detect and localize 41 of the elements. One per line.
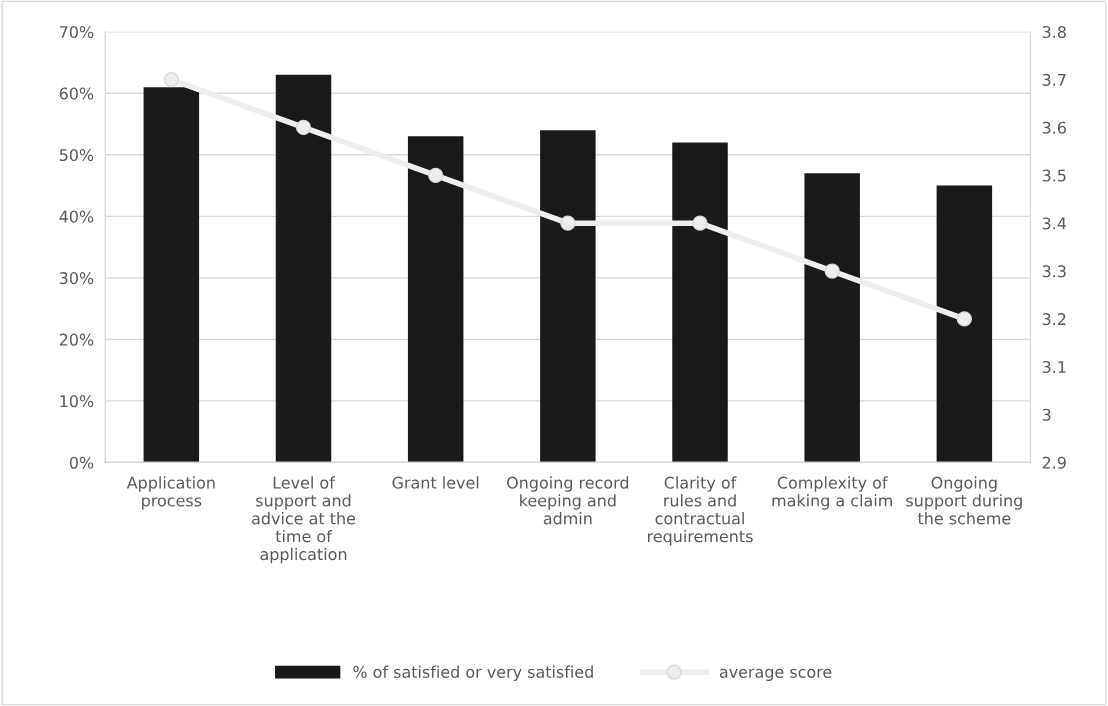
y2-tick-label: 2.9 [1042, 456, 1066, 469]
point [295, 119, 312, 136]
point [560, 215, 576, 231]
point [163, 71, 179, 88]
y2-tick-label: 3 [1042, 408, 1051, 421]
bar [672, 142, 728, 463]
y-tick-label: 10% [60, 395, 94, 408]
y-tick-label: 40% [59, 210, 94, 223]
y-tick-label: 60% [59, 87, 94, 100]
x-tick-label: Level of support and advice at the time of application [252, 476, 356, 564]
bar [936, 185, 993, 463]
bar [275, 74, 332, 463]
y-tick-label: 70% [59, 25, 94, 39]
x-tick-label: Complexity of making a claim [772, 476, 892, 510]
x-tick-label: Application process [126, 476, 215, 510]
y2-tick-label: 3.8 [1042, 25, 1066, 39]
y2-tick-label: 3.4 [1042, 217, 1067, 230]
x-tick-label: Ongoing support during the scheme [906, 476, 1022, 525]
bar [407, 136, 464, 463]
y2-tick-label: 3.7 [1042, 73, 1066, 86]
y2-tick-label: 3.2 [1042, 313, 1066, 326]
y2-tick-label: 3.3 [1042, 265, 1066, 278]
point [428, 167, 444, 183]
legend-label: % of satisfied or very satisfied [353, 665, 593, 682]
y-tick-label: 50% [59, 149, 94, 162]
x-tick-label: Ongoing record keeping and admin [507, 476, 629, 525]
y2-tick-label: 3.1 [1042, 360, 1066, 374]
legend-label: average score [719, 668, 832, 682]
point [824, 263, 840, 279]
point [692, 215, 708, 231]
bar [804, 173, 860, 463]
point [956, 311, 972, 327]
y-tick-label: 30% [59, 272, 94, 285]
bar [540, 130, 596, 463]
y-tick-label: 20% [59, 333, 94, 346]
x-tick-label: Grant level [392, 476, 479, 489]
x-tick-label: Clarity of rules and contractual requirements [648, 476, 753, 546]
y-tick-label: 0% [69, 456, 94, 469]
y2-tick-label: 3.6 [1042, 121, 1066, 134]
bar [143, 87, 200, 463]
y2-tick-label: 3.5 [1042, 169, 1066, 182]
